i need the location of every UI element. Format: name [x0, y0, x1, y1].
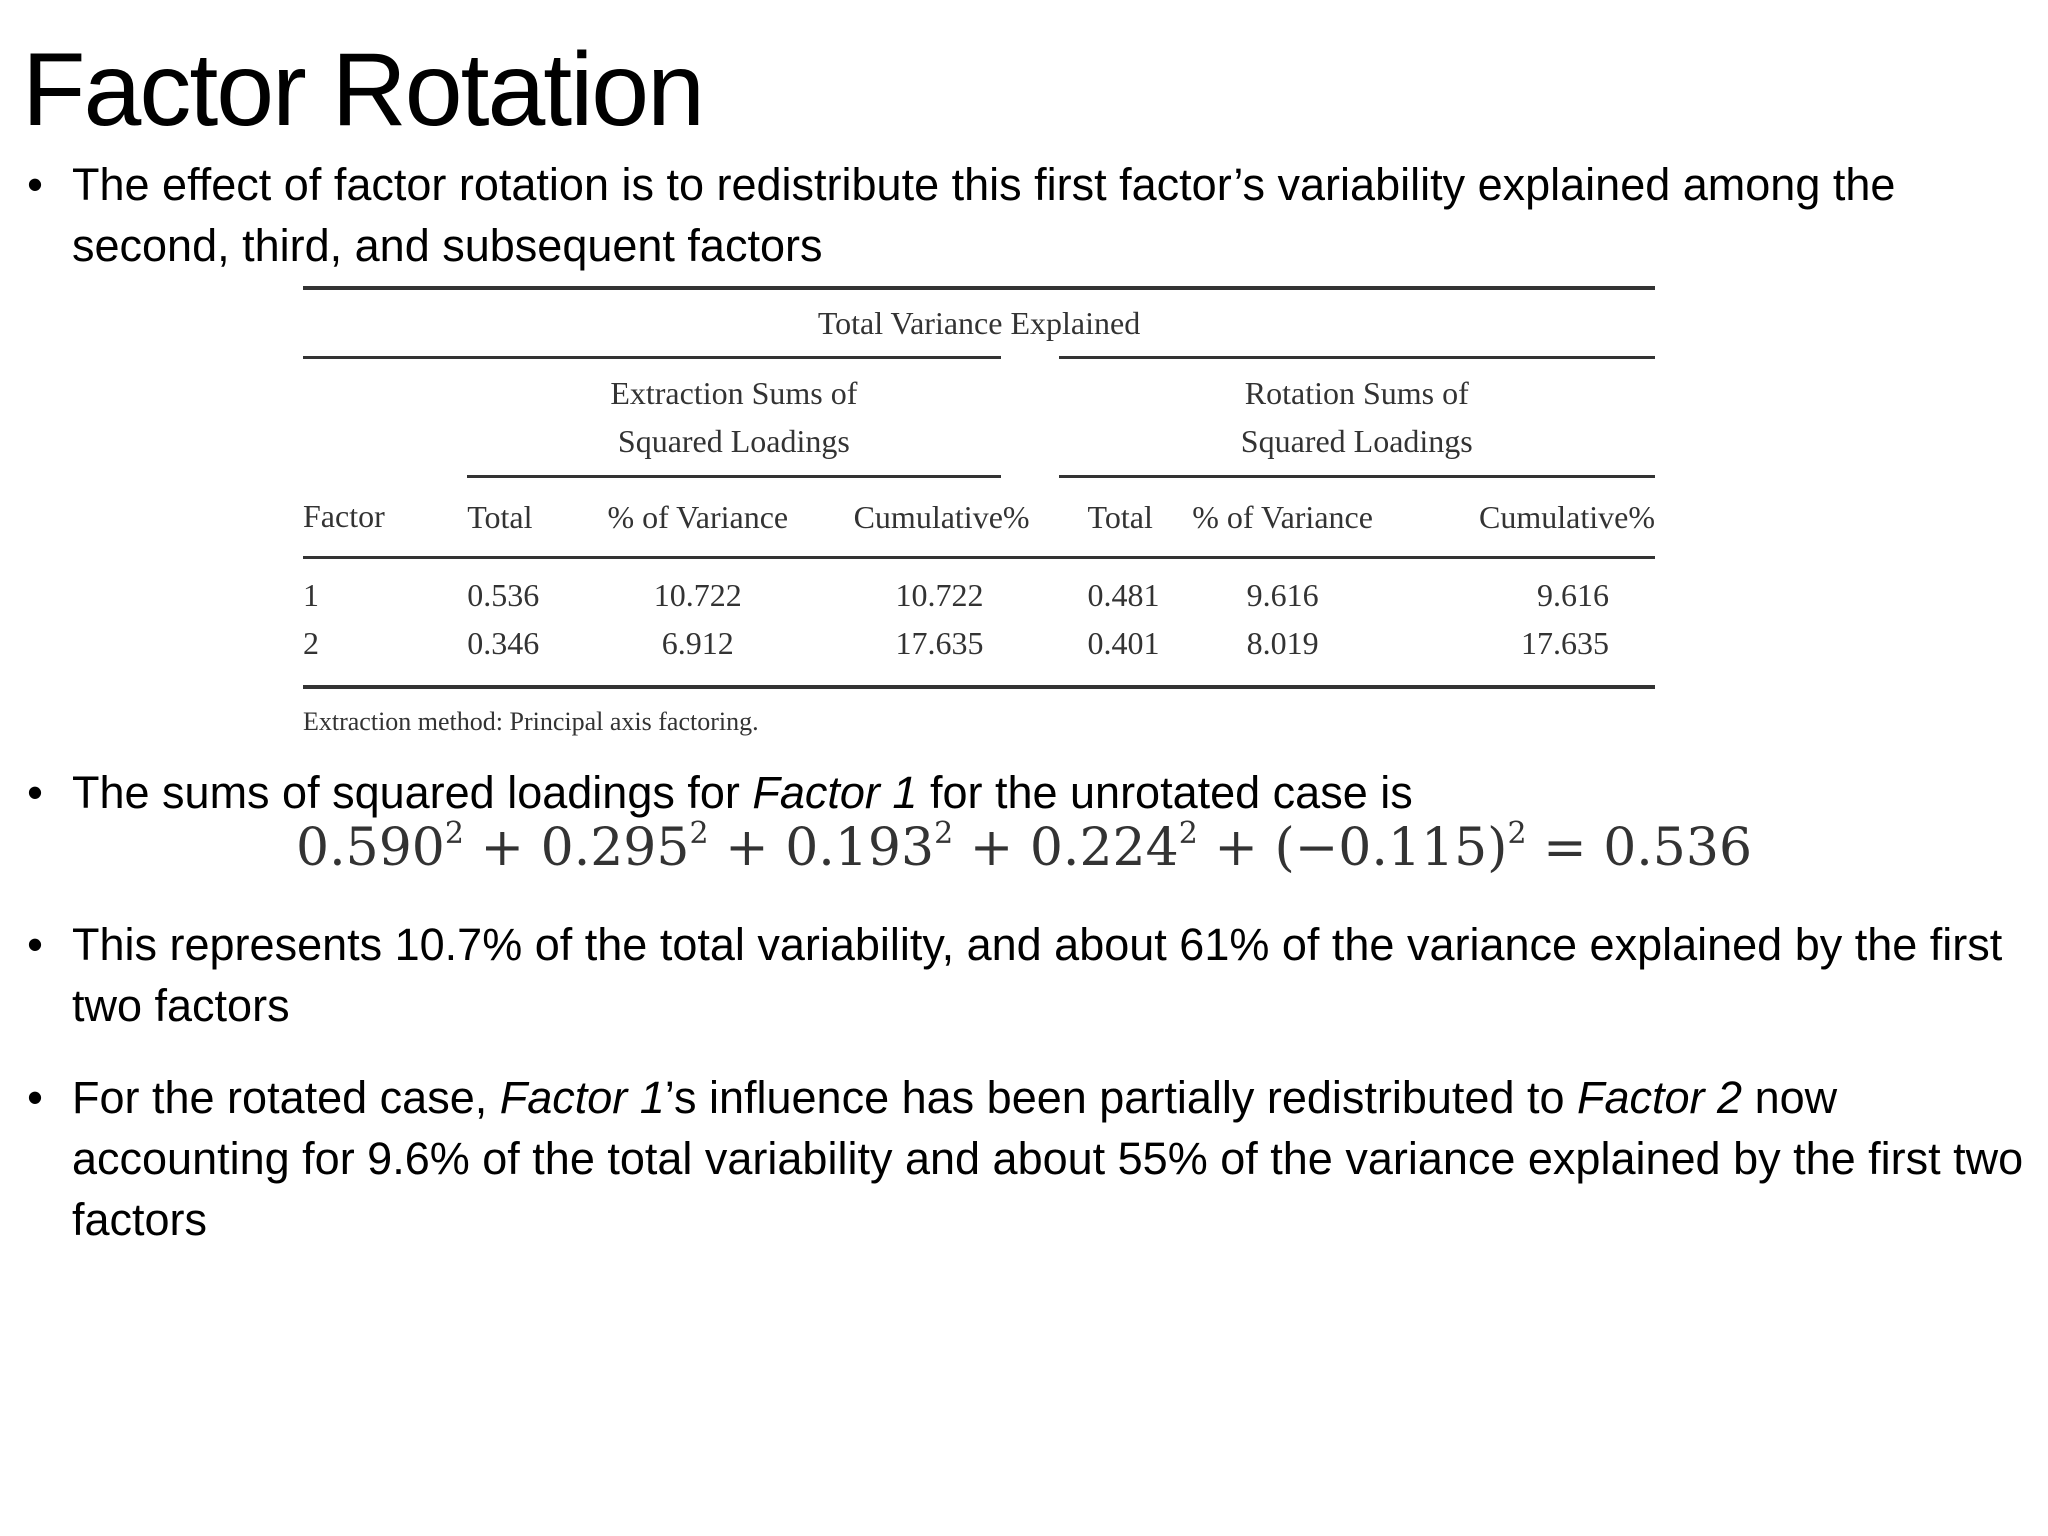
table-cell: 0.536: [467, 576, 540, 613]
eq-term: 0.590: [296, 818, 445, 878]
eq-term: 0.193: [785, 818, 935, 878]
table-cell: 0.346: [467, 619, 591, 689]
total-variance-table: Total Variance Explained Extraction Sums…: [303, 286, 1655, 737]
col-header-pct-variance: % of Variance: [590, 476, 805, 559]
eq-exponent: 2: [444, 816, 464, 851]
bullet-dot: •: [27, 767, 43, 818]
eq-result: 0.536: [1603, 818, 1753, 878]
bullet-dot: •: [27, 1072, 43, 1123]
bullet-text: For the rotated case, Factor 1’s influen…: [72, 1072, 2024, 1245]
factor-1-term: Factor 1: [752, 767, 918, 818]
group-extraction-line2: Squared Loadings: [617, 423, 850, 459]
table-footnote: Extraction method: Principal axis factor…: [303, 707, 759, 736]
bullet-rotation-effect: • The effect of factor rotation is to re…: [27, 154, 2032, 276]
group-rotation-line2: Squared Loadings: [1240, 423, 1473, 459]
table-row: 1 0.536 10.722 10.722 0.481 9.616 9.616: [303, 558, 1655, 620]
eq-exponent: 2: [689, 816, 709, 851]
table-cell: 10.722: [653, 576, 742, 613]
col-header-total: Total: [467, 476, 591, 559]
eq-equals: =: [1543, 818, 1587, 878]
table-cell: 0.481: [1087, 576, 1160, 613]
group-rotation-line1: Rotation Sums of: [1244, 375, 1469, 411]
bullet-dot: •: [27, 919, 43, 970]
bullet-dot: •: [27, 159, 43, 210]
eq-plus: +: [969, 818, 1014, 878]
table-cell: 17.635: [1389, 619, 1655, 689]
eq-plus: +: [480, 818, 525, 878]
eq-term: (−0.115): [1274, 818, 1508, 878]
col-header-cumulative: Cumulative%: [804, 476, 1030, 559]
eq-plus: +: [1214, 818, 1258, 878]
bullet-sum-squared-loadings: • The sums of squared loadings for Facto…: [27, 762, 2032, 823]
bullet-rotated-share: • For the rotated case, Factor 1’s influ…: [27, 1067, 2032, 1250]
table-cell: 6.912: [590, 619, 805, 689]
eq-exponent: 2: [1178, 816, 1198, 851]
table-cell: 10.722: [895, 576, 984, 613]
eq-plus: +: [725, 818, 769, 878]
factor-1-term: Factor 1: [499, 1072, 665, 1123]
table-cell: 9.616: [1537, 576, 1609, 613]
col-header-factor: Factor: [303, 476, 468, 559]
slide-title: Factor Rotation: [22, 32, 705, 148]
table-row: 2 0.346 6.912 17.635 0.401 8.019 17.635: [303, 619, 1655, 689]
table-cell: 2: [303, 619, 468, 689]
col-header-cumulative: Cumulative%: [1389, 476, 1655, 559]
col-header-total: Total: [1029, 476, 1176, 559]
bullet-unrotated-share: • This represents 10.7% of the total var…: [27, 914, 2032, 1036]
bullet-text: This represents 10.7% of the total varia…: [72, 919, 2003, 1031]
eq-term: 0.295: [540, 818, 690, 878]
factor-2-term: Factor 2: [1577, 1072, 1743, 1123]
group-extraction-header: Extraction Sums of Squared Loadings: [467, 357, 1059, 478]
sum-squared-equation: 0.5902 + 0.2952 + 0.1932 + 0.2242 + (−0.…: [296, 818, 1752, 878]
group-rotation-header: Rotation Sums of Squared Loadings: [1029, 357, 1655, 478]
group-spacer: [303, 358, 467, 477]
table-cell: 8.019: [1175, 619, 1390, 689]
eq-exponent: 2: [934, 816, 954, 851]
bullet-text: The effect of factor rotation is to redi…: [72, 159, 1896, 271]
group-extraction-line1: Extraction Sums of: [610, 375, 858, 411]
eq-exponent: 2: [1507, 816, 1527, 851]
eq-term: 0.224: [1029, 818, 1179, 878]
table-cell: 17.635: [804, 619, 1030, 689]
table-cell: 1: [303, 576, 319, 613]
table-cell: 9.616: [1246, 576, 1319, 613]
table-caption: Total Variance Explained: [303, 286, 1655, 359]
col-header-pct-variance: % of Variance: [1175, 476, 1390, 559]
bullet-text: The sums of squared loadings for Factor …: [72, 767, 1413, 818]
table-cell: 0.401: [1029, 619, 1176, 689]
